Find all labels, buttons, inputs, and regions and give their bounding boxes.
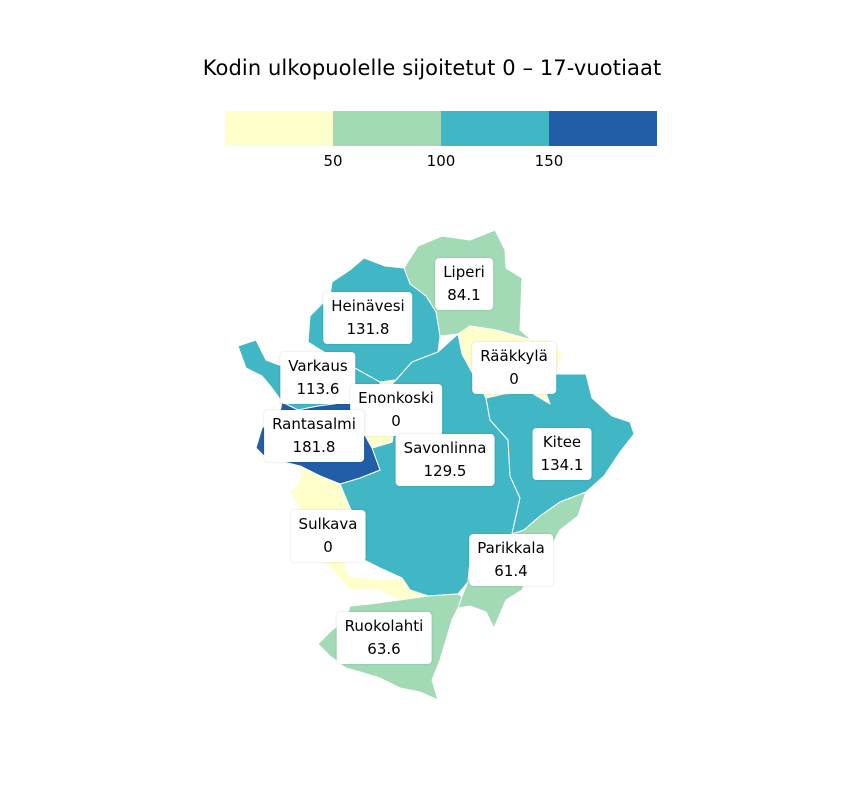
region-value: 181.8 bbox=[292, 438, 336, 456]
legend-swatch-2 bbox=[333, 111, 441, 146]
region-name: Rantasalmi bbox=[272, 415, 356, 433]
region-value: 113.6 bbox=[296, 380, 340, 398]
label-raakkyla: Rääkkylä 0 bbox=[472, 342, 556, 394]
region-name: Savonlinna bbox=[403, 439, 487, 457]
label-liperi: Liperi 84.1 bbox=[435, 258, 493, 310]
region-name: Enonkoski bbox=[358, 389, 434, 407]
region-value: 0 bbox=[509, 370, 519, 388]
legend-swatch-1 bbox=[225, 111, 333, 146]
region-name: Heinävesi bbox=[331, 297, 405, 315]
region-name: Liperi bbox=[443, 263, 485, 281]
legend-ticks: 50 100 150 bbox=[225, 152, 657, 176]
label-kitee: Kitee 134.1 bbox=[532, 428, 592, 480]
legend-tick: 100 bbox=[426, 152, 456, 170]
legend-tick: 50 bbox=[323, 152, 343, 170]
label-rantasalmi: Rantasalmi 181.8 bbox=[264, 410, 364, 462]
region-value: 134.1 bbox=[540, 456, 584, 474]
region-name: Rääkkylä bbox=[480, 347, 548, 365]
region-value: 84.1 bbox=[447, 286, 481, 304]
region-name: Parikkala bbox=[477, 539, 545, 557]
legend-tick: 150 bbox=[534, 152, 564, 170]
region-value: 129.5 bbox=[423, 462, 467, 480]
label-savonlinna: Savonlinna 129.5 bbox=[395, 434, 495, 486]
legend-swatch-3 bbox=[441, 111, 549, 146]
map-title: Kodin ulkopuolelle sijoitetut 0 – 17-vuo… bbox=[202, 56, 662, 80]
label-enonkoski: Enonkoski 0 bbox=[350, 384, 442, 436]
region-value: 63.6 bbox=[367, 640, 401, 658]
region-value: 0 bbox=[323, 538, 333, 556]
label-varkaus: Varkaus 113.6 bbox=[280, 352, 356, 404]
label-ruokolahti: Ruokolahti 63.6 bbox=[336, 612, 432, 664]
color-legend bbox=[225, 111, 657, 146]
region-value: 0 bbox=[391, 412, 401, 430]
region-name: Sulkava bbox=[298, 515, 358, 533]
legend-swatch-4 bbox=[549, 111, 657, 146]
label-heinavesi: Heinävesi 131.8 bbox=[323, 292, 413, 344]
region-name: Kitee bbox=[542, 433, 582, 451]
region-value: 131.8 bbox=[346, 320, 390, 338]
label-sulkava: Sulkava 0 bbox=[290, 510, 366, 562]
region-value: 61.4 bbox=[494, 562, 528, 580]
region-name: Ruokolahti bbox=[344, 617, 424, 635]
label-parikkala: Parikkala 61.4 bbox=[469, 534, 553, 586]
region-name: Varkaus bbox=[288, 357, 348, 375]
